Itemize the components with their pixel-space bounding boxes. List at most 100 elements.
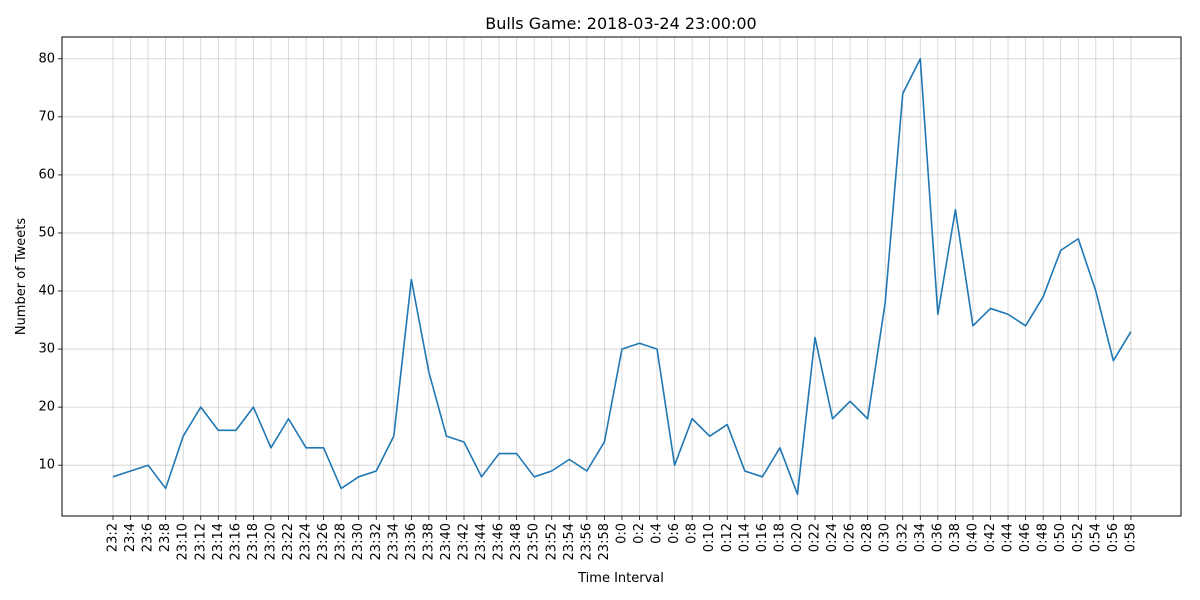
x-tick-label: 0:30 <box>878 523 893 552</box>
x-tick-label: 23:58 <box>597 523 612 560</box>
data-point <box>323 447 325 449</box>
x-tick-label: 0:0 <box>614 523 629 544</box>
x-tick-label: 23:2 <box>106 523 121 552</box>
x-tick-label: 23:18 <box>246 523 261 560</box>
data-point <box>358 476 360 478</box>
data-point <box>954 209 956 211</box>
data-point <box>761 476 763 478</box>
x-tick-label: 23:14 <box>211 523 226 560</box>
data-point <box>990 307 992 309</box>
y-tick-label: 20 <box>38 400 55 415</box>
data-point <box>252 406 254 408</box>
x-tick-label: 0:36 <box>930 523 945 552</box>
x-tick-label: 0:46 <box>1018 523 1033 552</box>
data-point <box>428 371 430 373</box>
data-point <box>288 418 290 420</box>
data-point <box>779 447 781 449</box>
x-tick-label: 0:48 <box>1036 523 1051 552</box>
data-point <box>147 464 149 466</box>
data-point <box>849 400 851 402</box>
x-tick-label: 0:6 <box>667 523 682 544</box>
data-point <box>200 406 202 408</box>
series-line <box>112 57 1132 496</box>
data-point <box>744 470 746 472</box>
data-point <box>603 441 605 443</box>
y-tick-label: 30 <box>38 342 55 357</box>
y-tick-label: 80 <box>38 51 55 66</box>
x-tick-label: 0:2 <box>632 523 647 544</box>
data-point <box>1042 296 1044 298</box>
x-tick-label: 23:10 <box>176 523 191 560</box>
x-tick-label: 0:20 <box>790 523 805 552</box>
data-point <box>112 476 114 478</box>
x-tick-label: 0:58 <box>1123 523 1138 552</box>
x-tick-label: 23:52 <box>544 523 559 560</box>
x-tick-label: 0:38 <box>948 523 963 552</box>
data-point <box>217 429 219 431</box>
data-point <box>498 453 500 455</box>
data-point <box>393 435 395 437</box>
data-point <box>937 313 939 315</box>
series <box>112 57 1132 496</box>
y-tick-label: 50 <box>38 225 55 240</box>
x-tick-label: 23:44 <box>474 523 489 560</box>
x-tick-label: 23:40 <box>439 523 454 560</box>
data-point <box>656 348 658 350</box>
x-tick-label: 23:56 <box>579 523 594 560</box>
x-tick-label: 0:8 <box>685 523 700 544</box>
data-point <box>884 302 886 304</box>
grid <box>62 37 1181 516</box>
data-point <box>1007 313 1009 315</box>
x-tick-label: 23:12 <box>193 523 208 560</box>
x-tick-label: 0:34 <box>913 523 928 552</box>
x-tick-label: 23:16 <box>228 523 243 560</box>
data-point <box>340 487 342 489</box>
x-tick-label: 0:52 <box>1071 523 1086 552</box>
x-tick-label: 23:28 <box>334 523 349 560</box>
data-point <box>814 336 816 338</box>
data-point <box>516 453 518 455</box>
x-tick-label: 23:26 <box>316 523 331 560</box>
data-point <box>972 325 974 327</box>
x-tick-label: 0:14 <box>737 523 752 552</box>
x-tick-label: 23:30 <box>351 523 366 560</box>
data-point <box>1060 249 1062 251</box>
data-point <box>796 493 798 495</box>
data-point <box>709 435 711 437</box>
data-point <box>463 441 465 443</box>
ticks: 23:2 23:4 23:6 23:8 23:10 23:12 23:14 23:16 23:1… <box>38 51 1138 560</box>
x-tick-label: 23:38 <box>421 523 436 560</box>
data-point <box>639 342 641 344</box>
x-tick-label: 23:36 <box>404 523 419 560</box>
data-point <box>1077 238 1079 240</box>
data-point <box>165 487 167 489</box>
x-tick-label: 23:6 <box>141 523 156 552</box>
x-tick-label: 23:22 <box>281 523 296 560</box>
x-tick-label: 0:28 <box>860 523 875 552</box>
x-tick-label: 23:46 <box>492 523 507 560</box>
data-point <box>832 418 834 420</box>
y-tick-label: 40 <box>38 284 55 299</box>
x-tick-label: 23:32 <box>369 523 384 560</box>
data-point <box>235 429 237 431</box>
x-axis-label: Time Interval <box>577 571 664 586</box>
x-tick-label: 0:54 <box>1088 523 1103 552</box>
data-point <box>691 418 693 420</box>
y-tick-label: 70 <box>38 109 55 124</box>
x-tick-label: 23:8 <box>158 523 173 552</box>
x-tick-label: 0:12 <box>720 523 735 552</box>
x-tick-label: 23:50 <box>527 523 542 560</box>
x-tick-label: 0:32 <box>895 523 910 552</box>
x-tick-label: 23:4 <box>123 523 138 552</box>
data-point <box>726 424 728 426</box>
data-point <box>621 348 623 350</box>
data-point <box>568 458 570 460</box>
data-point <box>1130 331 1132 333</box>
x-tick-label: 0:24 <box>825 523 840 552</box>
data-point <box>674 464 676 466</box>
data-point <box>1025 325 1027 327</box>
data-point <box>1112 360 1114 362</box>
x-tick-label: 0:18 <box>772 523 787 552</box>
data-point <box>375 470 377 472</box>
